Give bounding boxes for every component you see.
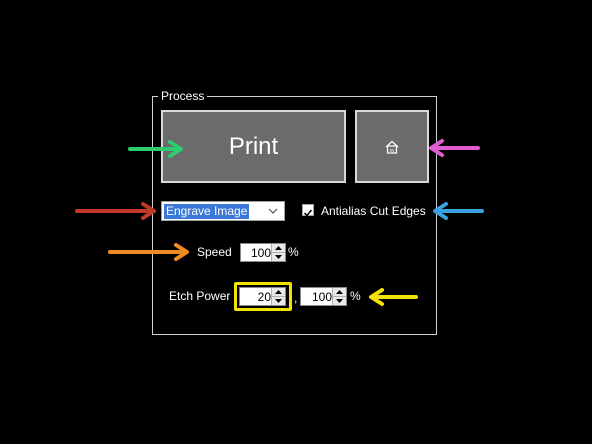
etch-power-label: Etch Power xyxy=(169,289,231,303)
spin-up-icon[interactable] xyxy=(272,288,285,296)
speed-label: Speed xyxy=(197,245,232,259)
orange-arrow-icon xyxy=(108,243,189,261)
etch-power-max-spinner[interactable]: 100 xyxy=(300,287,347,306)
process-group-title: Process xyxy=(158,89,208,103)
mode-select[interactable]: Engrave Image xyxy=(161,201,285,221)
red-arrow-icon xyxy=(75,202,156,220)
chevron-down-icon xyxy=(268,208,278,214)
home-xy-icon: xy xyxy=(385,140,399,154)
antialias-checkbox[interactable] xyxy=(302,204,314,217)
etch-power-highlight xyxy=(234,282,292,311)
etch-power-max-arrows[interactable] xyxy=(332,288,346,305)
pink-arrow-icon xyxy=(429,139,480,157)
checkmark-icon xyxy=(303,209,313,217)
home-button[interactable]: xy xyxy=(355,110,429,183)
speed-value: 100 xyxy=(250,246,271,260)
etch-power-min-arrows[interactable] xyxy=(271,288,285,305)
antialias-label: Antialias Cut Edges xyxy=(321,204,426,218)
home-xy-text: xy xyxy=(390,148,396,154)
speed-spinner[interactable]: 100 xyxy=(240,243,286,262)
spin-down-icon[interactable] xyxy=(272,252,285,261)
spin-up-icon[interactable] xyxy=(272,244,285,252)
print-button[interactable]: Print xyxy=(161,110,346,183)
spin-down-icon[interactable] xyxy=(272,296,285,305)
blue-arrow-icon xyxy=(433,202,484,220)
process-group xyxy=(152,96,437,335)
green-arrow-icon xyxy=(128,140,183,158)
mode-select-value: Engrave Image xyxy=(162,203,251,220)
etch-power-separator: , xyxy=(294,291,298,305)
spin-down-icon[interactable] xyxy=(333,296,346,305)
speed-spinner-arrows[interactable] xyxy=(271,244,285,261)
etch-power-min-value: 20 xyxy=(257,290,271,304)
etch-power-min-spinner[interactable]: 20 xyxy=(239,287,286,306)
print-button-label: Print xyxy=(228,132,279,160)
spin-up-icon[interactable] xyxy=(333,288,346,296)
etch-power-unit: % xyxy=(350,289,361,303)
etch-power-max-value: 100 xyxy=(311,290,332,304)
speed-unit: % xyxy=(288,245,299,259)
yellow-arrow-icon xyxy=(369,288,418,306)
